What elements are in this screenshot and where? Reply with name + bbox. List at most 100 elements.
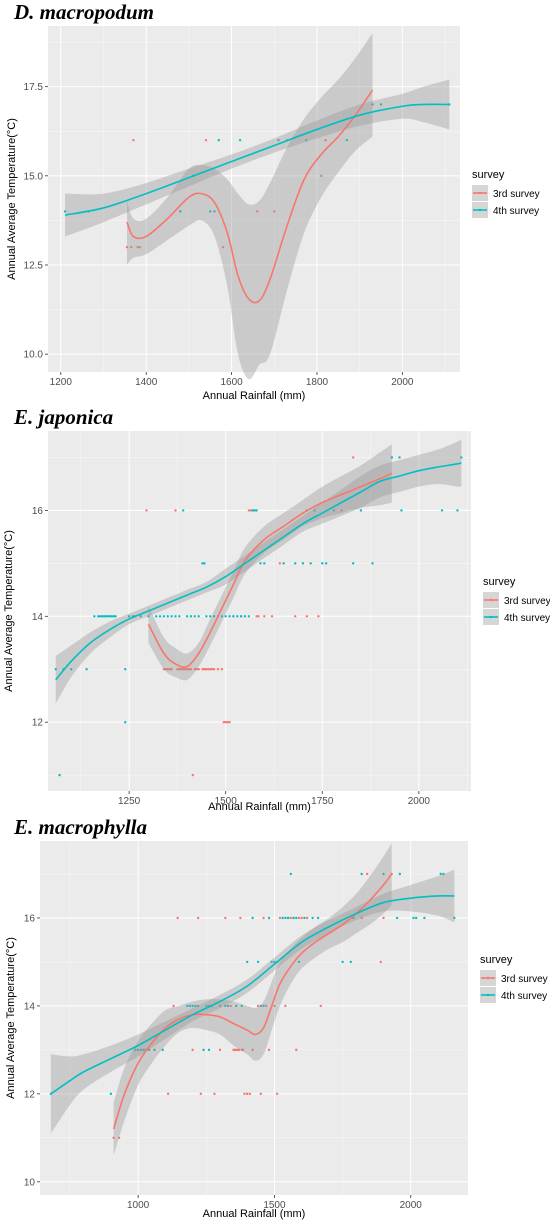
smooth-line <box>126 89 374 304</box>
data-point <box>273 960 276 964</box>
data-point <box>136 245 139 249</box>
y-tick-label: 12.5 <box>24 260 44 271</box>
data-point <box>176 668 179 671</box>
data-point <box>309 562 312 565</box>
data-point <box>321 562 324 565</box>
legend-label: 3rd survey <box>493 189 540 200</box>
data-point <box>136 1048 140 1052</box>
confidence-ribbon <box>50 869 455 1134</box>
data-point <box>139 1048 143 1052</box>
data-point <box>191 1004 194 1008</box>
data-point <box>168 668 171 671</box>
legend: survey 3rd survey 4th survey <box>483 576 550 625</box>
data-point <box>201 668 204 671</box>
legend-label: 4th survey <box>501 991 547 1002</box>
legend-title: survey <box>480 954 513 966</box>
data-point <box>98 615 102 618</box>
data-point <box>187 668 191 671</box>
data-point <box>154 615 158 618</box>
data-point <box>239 615 243 618</box>
data-point <box>267 916 271 920</box>
data-point <box>440 509 444 512</box>
legend-key-point <box>489 615 493 619</box>
chart-panel-e-macrophylla: E. macrophylla 1000 1500 2000 10 12 14 16 Annua… <box>0 815 550 1223</box>
data-point <box>270 615 274 618</box>
data-point <box>125 245 129 249</box>
data-point <box>182 509 185 512</box>
data-point <box>196 916 200 920</box>
data-point <box>209 615 212 618</box>
data-point <box>180 668 183 671</box>
data-point <box>217 138 220 142</box>
data-point <box>109 1092 113 1096</box>
y-tick-label: 16 <box>32 506 44 517</box>
data-point <box>278 916 282 920</box>
data-point <box>400 509 403 512</box>
plot-background <box>48 431 471 791</box>
data-point <box>460 456 463 459</box>
data-point <box>97 615 100 618</box>
legend-label: 3rd survey <box>504 596 550 607</box>
data-point <box>341 960 344 964</box>
major-grid <box>48 431 471 791</box>
data-point <box>85 668 88 671</box>
data-point <box>221 245 225 249</box>
data-point <box>162 615 166 618</box>
data-point <box>241 1048 245 1052</box>
data-point <box>277 138 280 142</box>
data-point <box>286 916 290 920</box>
x-tick-label: 1200 <box>50 377 73 388</box>
data-point <box>189 668 193 671</box>
data-point <box>110 615 113 618</box>
data-point <box>295 1048 298 1052</box>
data-point <box>345 138 349 142</box>
data-point <box>58 773 61 777</box>
data-point <box>324 562 328 565</box>
data-point <box>365 872 369 876</box>
data-point <box>229 1004 233 1008</box>
data-point <box>201 562 204 565</box>
data-point <box>320 174 323 178</box>
data-point <box>212 615 216 618</box>
data-point <box>63 210 67 213</box>
data-point <box>69 668 73 671</box>
data-point <box>270 960 273 964</box>
data-point <box>93 615 96 618</box>
x-tick-label: 2000 <box>408 796 431 807</box>
data-point <box>224 916 227 920</box>
x-tick-label: 1750 <box>311 796 334 807</box>
data-point <box>303 916 306 920</box>
data-point <box>189 615 193 618</box>
series-points <box>49 872 456 1096</box>
data-point <box>186 1004 189 1008</box>
data-point <box>289 916 293 920</box>
data-point <box>145 509 148 512</box>
y-tick-label: 16 <box>24 913 36 924</box>
chart-svg: 1250 1500 1750 2000 12 14 16 Annual Rainfall (m… <box>3 431 550 813</box>
data-point <box>209 210 212 213</box>
data-point <box>247 509 251 512</box>
series-points <box>54 456 463 777</box>
data-point <box>297 916 301 920</box>
data-point <box>179 210 182 213</box>
data-point <box>166 1092 170 1096</box>
data-point <box>193 668 196 671</box>
data-point <box>284 916 287 920</box>
series-points <box>125 103 374 249</box>
y-tick-label: 14 <box>32 612 44 623</box>
data-point <box>178 668 181 671</box>
data-point <box>235 1004 238 1008</box>
data-point <box>117 1136 121 1140</box>
data-point <box>295 916 298 920</box>
data-point <box>207 1048 211 1052</box>
data-point <box>166 615 169 618</box>
data-point <box>202 1048 205 1052</box>
y-tick-label: 12 <box>24 1089 36 1100</box>
data-point <box>194 1004 197 1008</box>
data-point <box>183 668 187 671</box>
data-point <box>127 615 131 618</box>
data-point <box>174 509 177 512</box>
data-point <box>243 615 247 618</box>
data-point <box>305 916 309 920</box>
data-point <box>316 916 320 920</box>
